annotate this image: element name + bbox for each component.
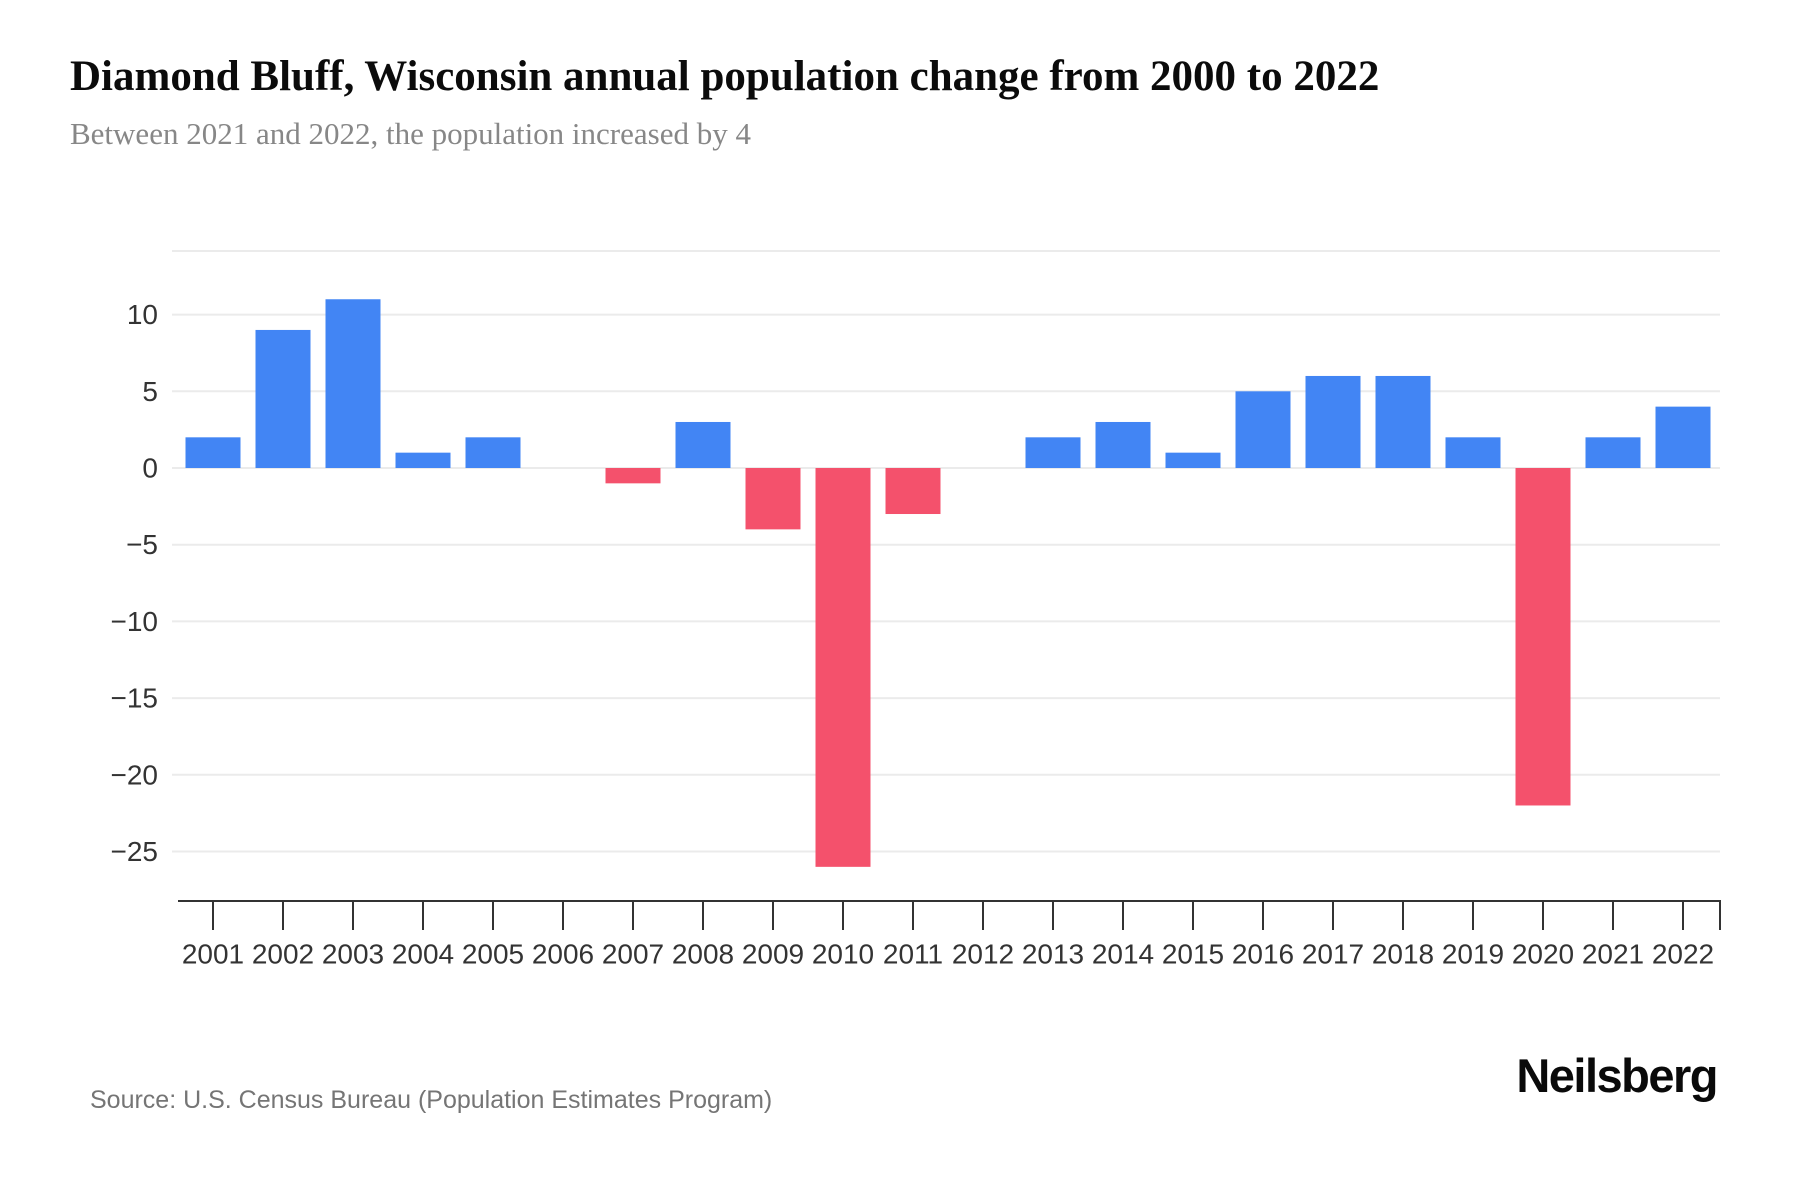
bar-2011[interactable] — [885, 468, 941, 515]
x-tick-label: 2019 — [1442, 939, 1504, 970]
x-tick-label: 2008 — [672, 939, 734, 970]
x-tick-label: 2004 — [392, 939, 454, 970]
x-tick-label: 2005 — [462, 939, 524, 970]
y-tick-label: 0 — [142, 453, 158, 484]
chart-title: Diamond Bluff, Wisconsin annual populati… — [70, 53, 1380, 100]
bar-2022[interactable] — [1655, 406, 1711, 468]
x-tick-label: 2002 — [252, 939, 314, 970]
x-tick-label: 2003 — [322, 939, 384, 970]
x-tick-label: 2001 — [182, 939, 244, 970]
x-tick-label: 2017 — [1302, 939, 1364, 970]
x-tick-label: 2022 — [1652, 939, 1714, 970]
x-tick-label: 2011 — [883, 939, 943, 970]
x-tick-label: 2007 — [602, 939, 664, 970]
bar-2013[interactable] — [1025, 437, 1081, 468]
bar-2009[interactable] — [745, 468, 801, 530]
bar-2014[interactable] — [1095, 421, 1151, 468]
x-tick-label: 2006 — [532, 939, 594, 970]
bar-2018[interactable] — [1375, 375, 1431, 468]
x-tick-label: 2013 — [1022, 939, 1084, 970]
bar-2017[interactable] — [1305, 375, 1361, 468]
y-tick-label: −10 — [111, 606, 159, 637]
bar-2005[interactable] — [465, 437, 521, 468]
bar-2004[interactable] — [395, 452, 451, 468]
x-tick-label: 2015 — [1162, 939, 1224, 970]
x-tick-label: 2016 — [1232, 939, 1294, 970]
x-tick-label: 2020 — [1512, 939, 1574, 970]
y-tick-label: −5 — [126, 529, 158, 560]
bar-2020[interactable] — [1515, 468, 1571, 806]
bar-2003[interactable] — [325, 299, 381, 468]
brand-logo: Neilsberg — [1516, 1049, 1718, 1102]
bar-2002[interactable] — [255, 329, 311, 468]
x-tick-label: 2014 — [1092, 939, 1154, 970]
bar-2016[interactable] — [1235, 391, 1291, 468]
x-tick-label: 2010 — [812, 939, 874, 970]
y-tick-label: 10 — [127, 299, 158, 330]
x-tick-label: 2009 — [742, 939, 804, 970]
x-tick-label: 2021 — [1582, 939, 1644, 970]
bar-2015[interactable] — [1165, 452, 1221, 468]
bar-2001[interactable] — [185, 437, 241, 468]
x-tick-label: 2012 — [952, 939, 1014, 970]
y-tick-label: −25 — [111, 836, 159, 867]
bar-2019[interactable] — [1445, 437, 1501, 468]
bar-2021[interactable] — [1585, 437, 1641, 468]
chart-subtitle: Between 2021 and 2022, the population in… — [70, 116, 751, 151]
source-note: Source: U.S. Census Bureau (Population E… — [90, 1086, 773, 1114]
bar-2010[interactable] — [815, 468, 871, 867]
y-tick-label: −15 — [111, 683, 159, 714]
y-tick-label: −20 — [111, 759, 159, 790]
y-tick-label: 5 — [142, 376, 158, 407]
x-tick-label: 2018 — [1372, 939, 1434, 970]
bar-2008[interactable] — [675, 421, 731, 468]
bar-2007[interactable] — [605, 468, 661, 484]
